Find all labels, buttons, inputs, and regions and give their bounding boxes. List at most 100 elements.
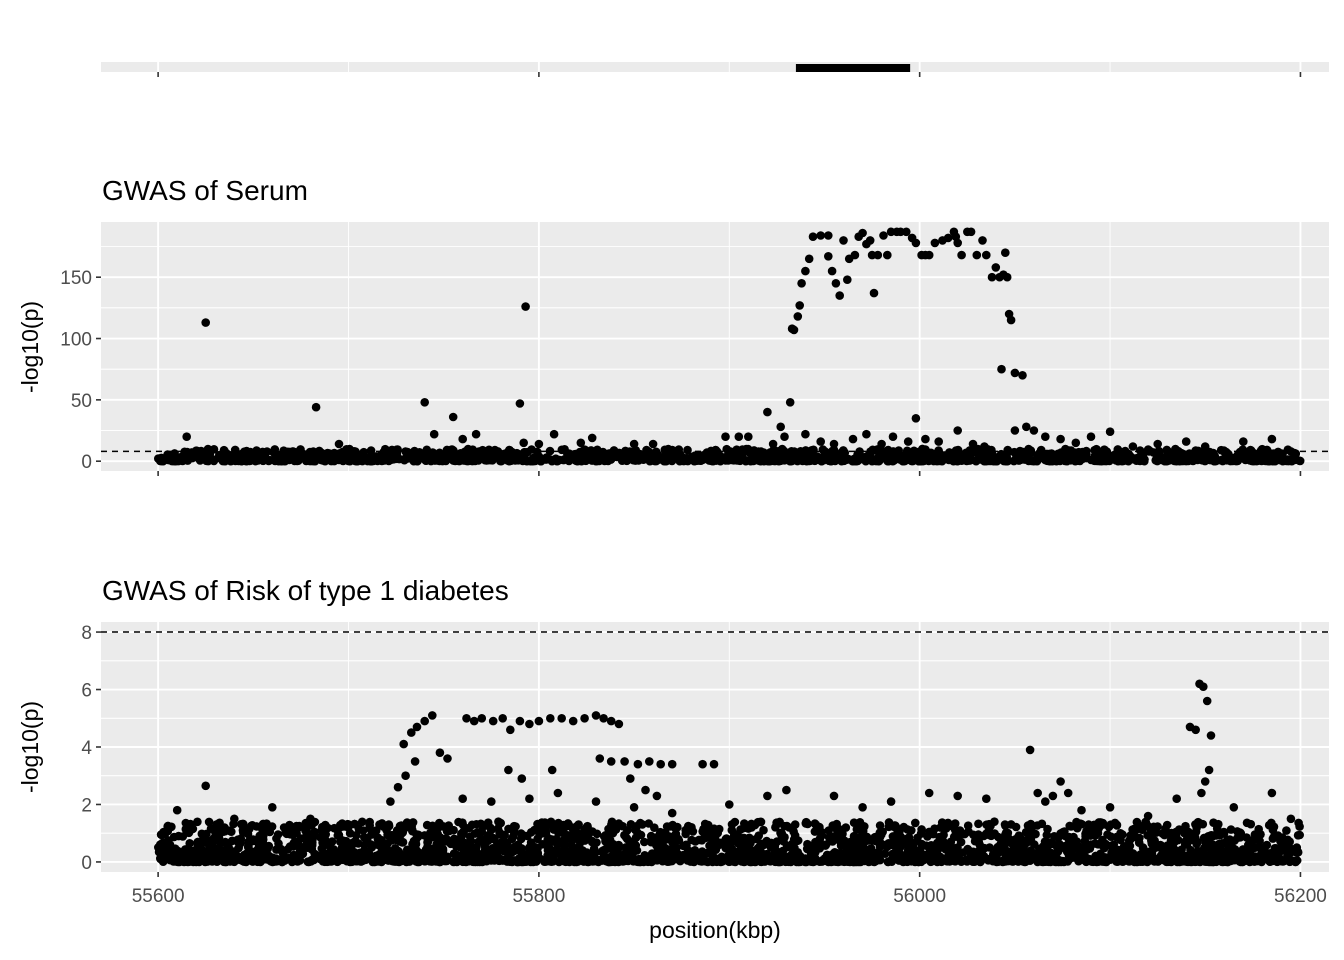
data-point [1042,450,1052,459]
data-point [1204,455,1213,464]
data-point [736,836,746,846]
data-point [671,850,681,860]
t1d-x-axis: 55600 55800 56000 56200 [132,872,1327,907]
data-point [1152,828,1161,837]
data-point [1067,836,1077,846]
data-point [510,856,519,865]
data-point [345,829,355,838]
data-point [711,827,721,837]
data-point [1256,830,1265,839]
data-point [172,805,182,815]
data-point [830,447,839,456]
data-point [156,830,166,839]
data-point [895,452,904,461]
data-point [738,856,748,866]
data-point [751,853,760,863]
data-point [986,456,996,466]
data-point [953,791,962,801]
data-point [998,857,1008,867]
data-point [771,857,780,867]
data-point [335,449,344,458]
data-point [795,301,804,310]
data-point [831,279,841,288]
data-point [844,840,854,849]
data-point [464,849,474,858]
data-point [1094,455,1103,465]
data-point [1204,765,1214,775]
data-point [982,250,991,260]
data-point [580,714,589,723]
data-point [448,412,458,422]
data-point [533,819,542,829]
data-point [420,398,430,407]
data-point [608,845,617,854]
data-point [592,838,601,847]
data-point [600,845,610,854]
data-point [984,819,994,829]
data-point [548,455,557,465]
data-point [573,828,582,838]
data-point [725,800,734,809]
data-point [886,797,896,806]
data-point [469,716,479,726]
x-tick-label: 55800 [512,886,565,907]
data-point [785,398,795,407]
data-point [987,272,997,282]
y-tick-label: 0 [81,452,92,473]
data-point [368,857,378,867]
data-point [1107,848,1116,858]
data-point [1116,856,1126,866]
data-point [965,853,975,863]
data-point [1267,818,1276,828]
data-point [750,451,760,461]
data-point [1246,819,1256,829]
data-point [766,452,776,462]
data-point [212,820,221,829]
data-point [640,837,649,847]
data-point [462,714,471,723]
data-point [639,455,648,465]
data-point [1110,818,1120,828]
data-point [730,857,740,867]
data-point [428,711,437,720]
data-point [231,850,241,859]
data-point [953,238,962,248]
data-point [1232,854,1241,863]
data-point [862,832,872,842]
data-point [723,456,733,465]
data-point [576,438,586,448]
data-point [506,725,515,735]
data-point [974,837,983,846]
data-point [419,450,429,459]
data-point [1295,830,1304,840]
data-point [902,834,911,844]
data-point [426,833,435,842]
data-point [624,453,633,463]
data-point [273,830,283,839]
data-point [487,797,496,806]
data-point [185,839,194,848]
data-point [830,456,840,466]
x-tick-label: 55600 [132,886,185,907]
data-point [1286,814,1296,824]
data-point [790,820,800,829]
data-point [660,846,669,856]
data-point [793,312,803,321]
data-point [968,439,978,449]
data-point [811,848,820,857]
x-axis-title: position(kbp) [649,917,781,943]
data-point [1206,731,1216,740]
data-point [832,825,841,834]
data-point [768,439,778,449]
data-point [966,227,976,237]
data-point [496,818,506,828]
data-point [547,765,557,775]
data-point [1003,456,1012,466]
data-point [713,455,723,465]
data-point [868,849,878,858]
data-point [903,850,912,860]
data-point [398,838,407,847]
data-point [1282,837,1292,846]
data-point [515,716,525,726]
data-point [1230,456,1239,466]
